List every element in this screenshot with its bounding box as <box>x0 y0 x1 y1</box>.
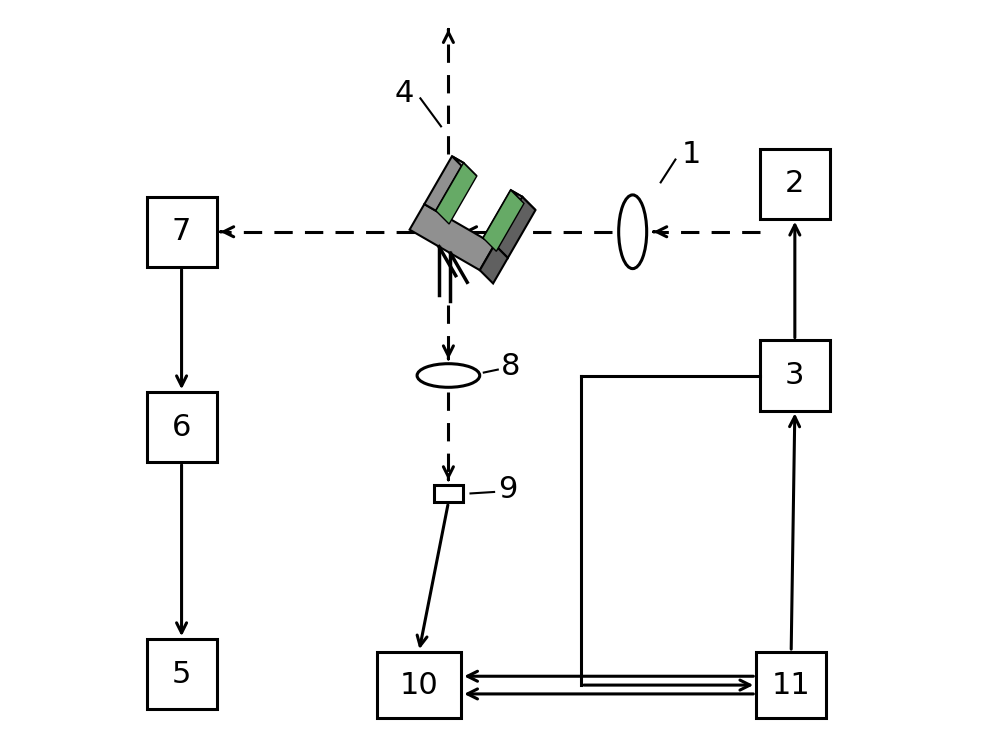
Text: 4: 4 <box>394 80 414 108</box>
Text: 1: 1 <box>682 140 701 169</box>
Text: 2: 2 <box>785 170 805 198</box>
Bar <box>756 652 826 718</box>
Polygon shape <box>436 163 477 224</box>
Bar <box>760 149 830 219</box>
Text: 5: 5 <box>172 659 191 689</box>
Bar <box>760 340 830 411</box>
Text: 9: 9 <box>498 475 517 504</box>
Polygon shape <box>424 156 463 211</box>
Text: 10: 10 <box>400 671 438 700</box>
Polygon shape <box>410 204 495 270</box>
Ellipse shape <box>417 363 480 388</box>
Polygon shape <box>495 197 535 258</box>
Text: 11: 11 <box>772 671 811 700</box>
Polygon shape <box>483 190 524 252</box>
Bar <box>147 197 217 267</box>
Polygon shape <box>452 156 477 176</box>
Bar <box>434 484 463 502</box>
Polygon shape <box>483 190 522 245</box>
Polygon shape <box>480 245 508 283</box>
Bar <box>147 392 217 462</box>
Text: 3: 3 <box>785 361 805 390</box>
Text: 6: 6 <box>172 412 191 442</box>
Polygon shape <box>511 190 535 210</box>
Bar <box>147 639 217 709</box>
Text: 7: 7 <box>172 217 191 246</box>
Bar <box>377 652 461 718</box>
Text: 8: 8 <box>501 352 521 382</box>
Ellipse shape <box>619 195 647 269</box>
